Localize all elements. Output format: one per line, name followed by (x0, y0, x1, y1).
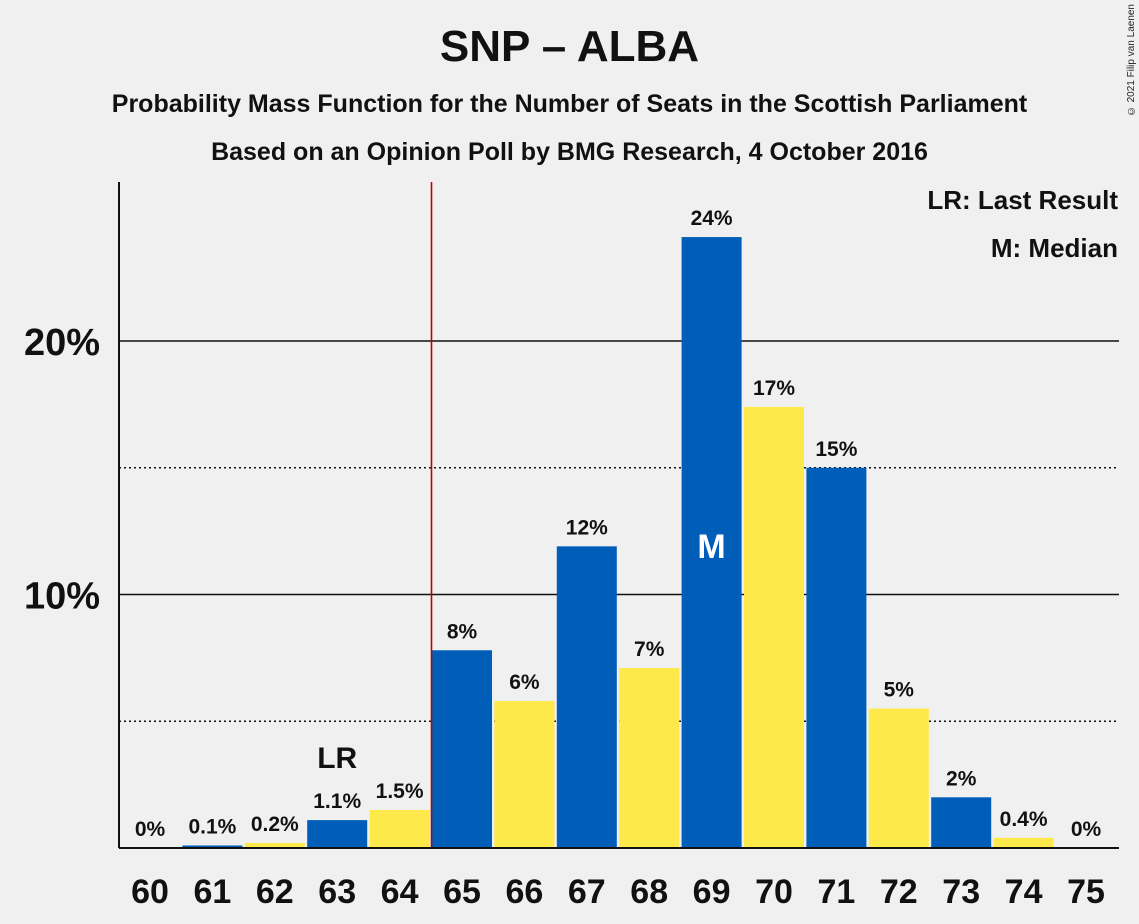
bar-71 (806, 467, 867, 848)
data-labels: 0% 0.1% 0.2% 1.1% 1.5% 8% 6% 12% 7% 24% 17% 15% 5% 2%… (135, 207, 1102, 841)
bar-64 (369, 809, 430, 848)
data-label: 1.1% (313, 790, 361, 813)
y-tick-label: 10% (24, 576, 100, 618)
data-label: 8% (447, 620, 478, 643)
legend-last-result: LR: Last Result (927, 185, 1118, 215)
x-tick-label: 67 (568, 873, 606, 911)
legend-median: M: Median (991, 233, 1118, 263)
x-tick-label: 68 (630, 873, 668, 911)
x-tick-label: 75 (1067, 873, 1105, 911)
data-label: 0% (135, 818, 166, 841)
x-tick-label: 71 (817, 873, 855, 911)
bar-67 (556, 546, 617, 848)
bar-74 (993, 837, 1054, 848)
data-label: 12% (566, 516, 608, 539)
data-label: 1.5% (376, 780, 424, 803)
x-tick-label: 72 (880, 873, 918, 911)
bar-62 (244, 842, 305, 848)
y-tick-label: 20% (24, 322, 100, 364)
x-tick-label: 65 (443, 873, 481, 911)
x-tick-label: 60 (131, 873, 169, 911)
data-label: 17% (753, 377, 795, 400)
gridlines (119, 340, 1119, 723)
data-label: 0.1% (188, 815, 236, 838)
bar-73 (931, 797, 992, 848)
bar-68 (619, 668, 680, 848)
bar-70 (744, 406, 804, 848)
bar-63 (307, 820, 368, 848)
x-tick-label: 70 (755, 873, 793, 911)
bar-72 (868, 708, 929, 848)
bar-69 (681, 237, 742, 848)
x-tick-label: 64 (381, 873, 419, 911)
x-tick-label: 66 (505, 873, 543, 911)
chart-title: SNP – ALBA (439, 22, 700, 71)
x-tick-label: 73 (942, 873, 980, 911)
x-tick-label: 62 (256, 873, 294, 911)
chart-source-line: Based on an Opinion Poll by BMG Research… (211, 138, 928, 166)
bar-61 (182, 845, 243, 848)
x-tick-label: 74 (1005, 873, 1043, 911)
data-label: 0.4% (1000, 808, 1048, 831)
bar-65 (432, 650, 492, 848)
last-result-marker: LR (317, 742, 357, 775)
data-label: 0% (1071, 818, 1102, 841)
data-label: 5% (884, 679, 915, 702)
chart-subtitle: Probability Mass Function for the Number… (111, 90, 1028, 118)
data-label: 7% (634, 638, 665, 661)
data-label: 24% (691, 207, 733, 230)
bars (182, 237, 1054, 848)
data-label: 15% (815, 438, 857, 461)
data-label: 2% (946, 767, 977, 790)
x-tick-label: 61 (193, 873, 231, 911)
bar-66 (494, 700, 555, 848)
axes: 10% 20% 60 61 62 63 64 65 66 67 68 69 70 71 72 73 74 75 (24, 182, 1119, 911)
x-tick-label: 69 (693, 873, 731, 911)
median-marker: M (697, 528, 725, 566)
x-tick-label: 63 (318, 873, 356, 911)
data-label: 6% (509, 671, 540, 694)
data-label: 0.2% (251, 813, 299, 836)
